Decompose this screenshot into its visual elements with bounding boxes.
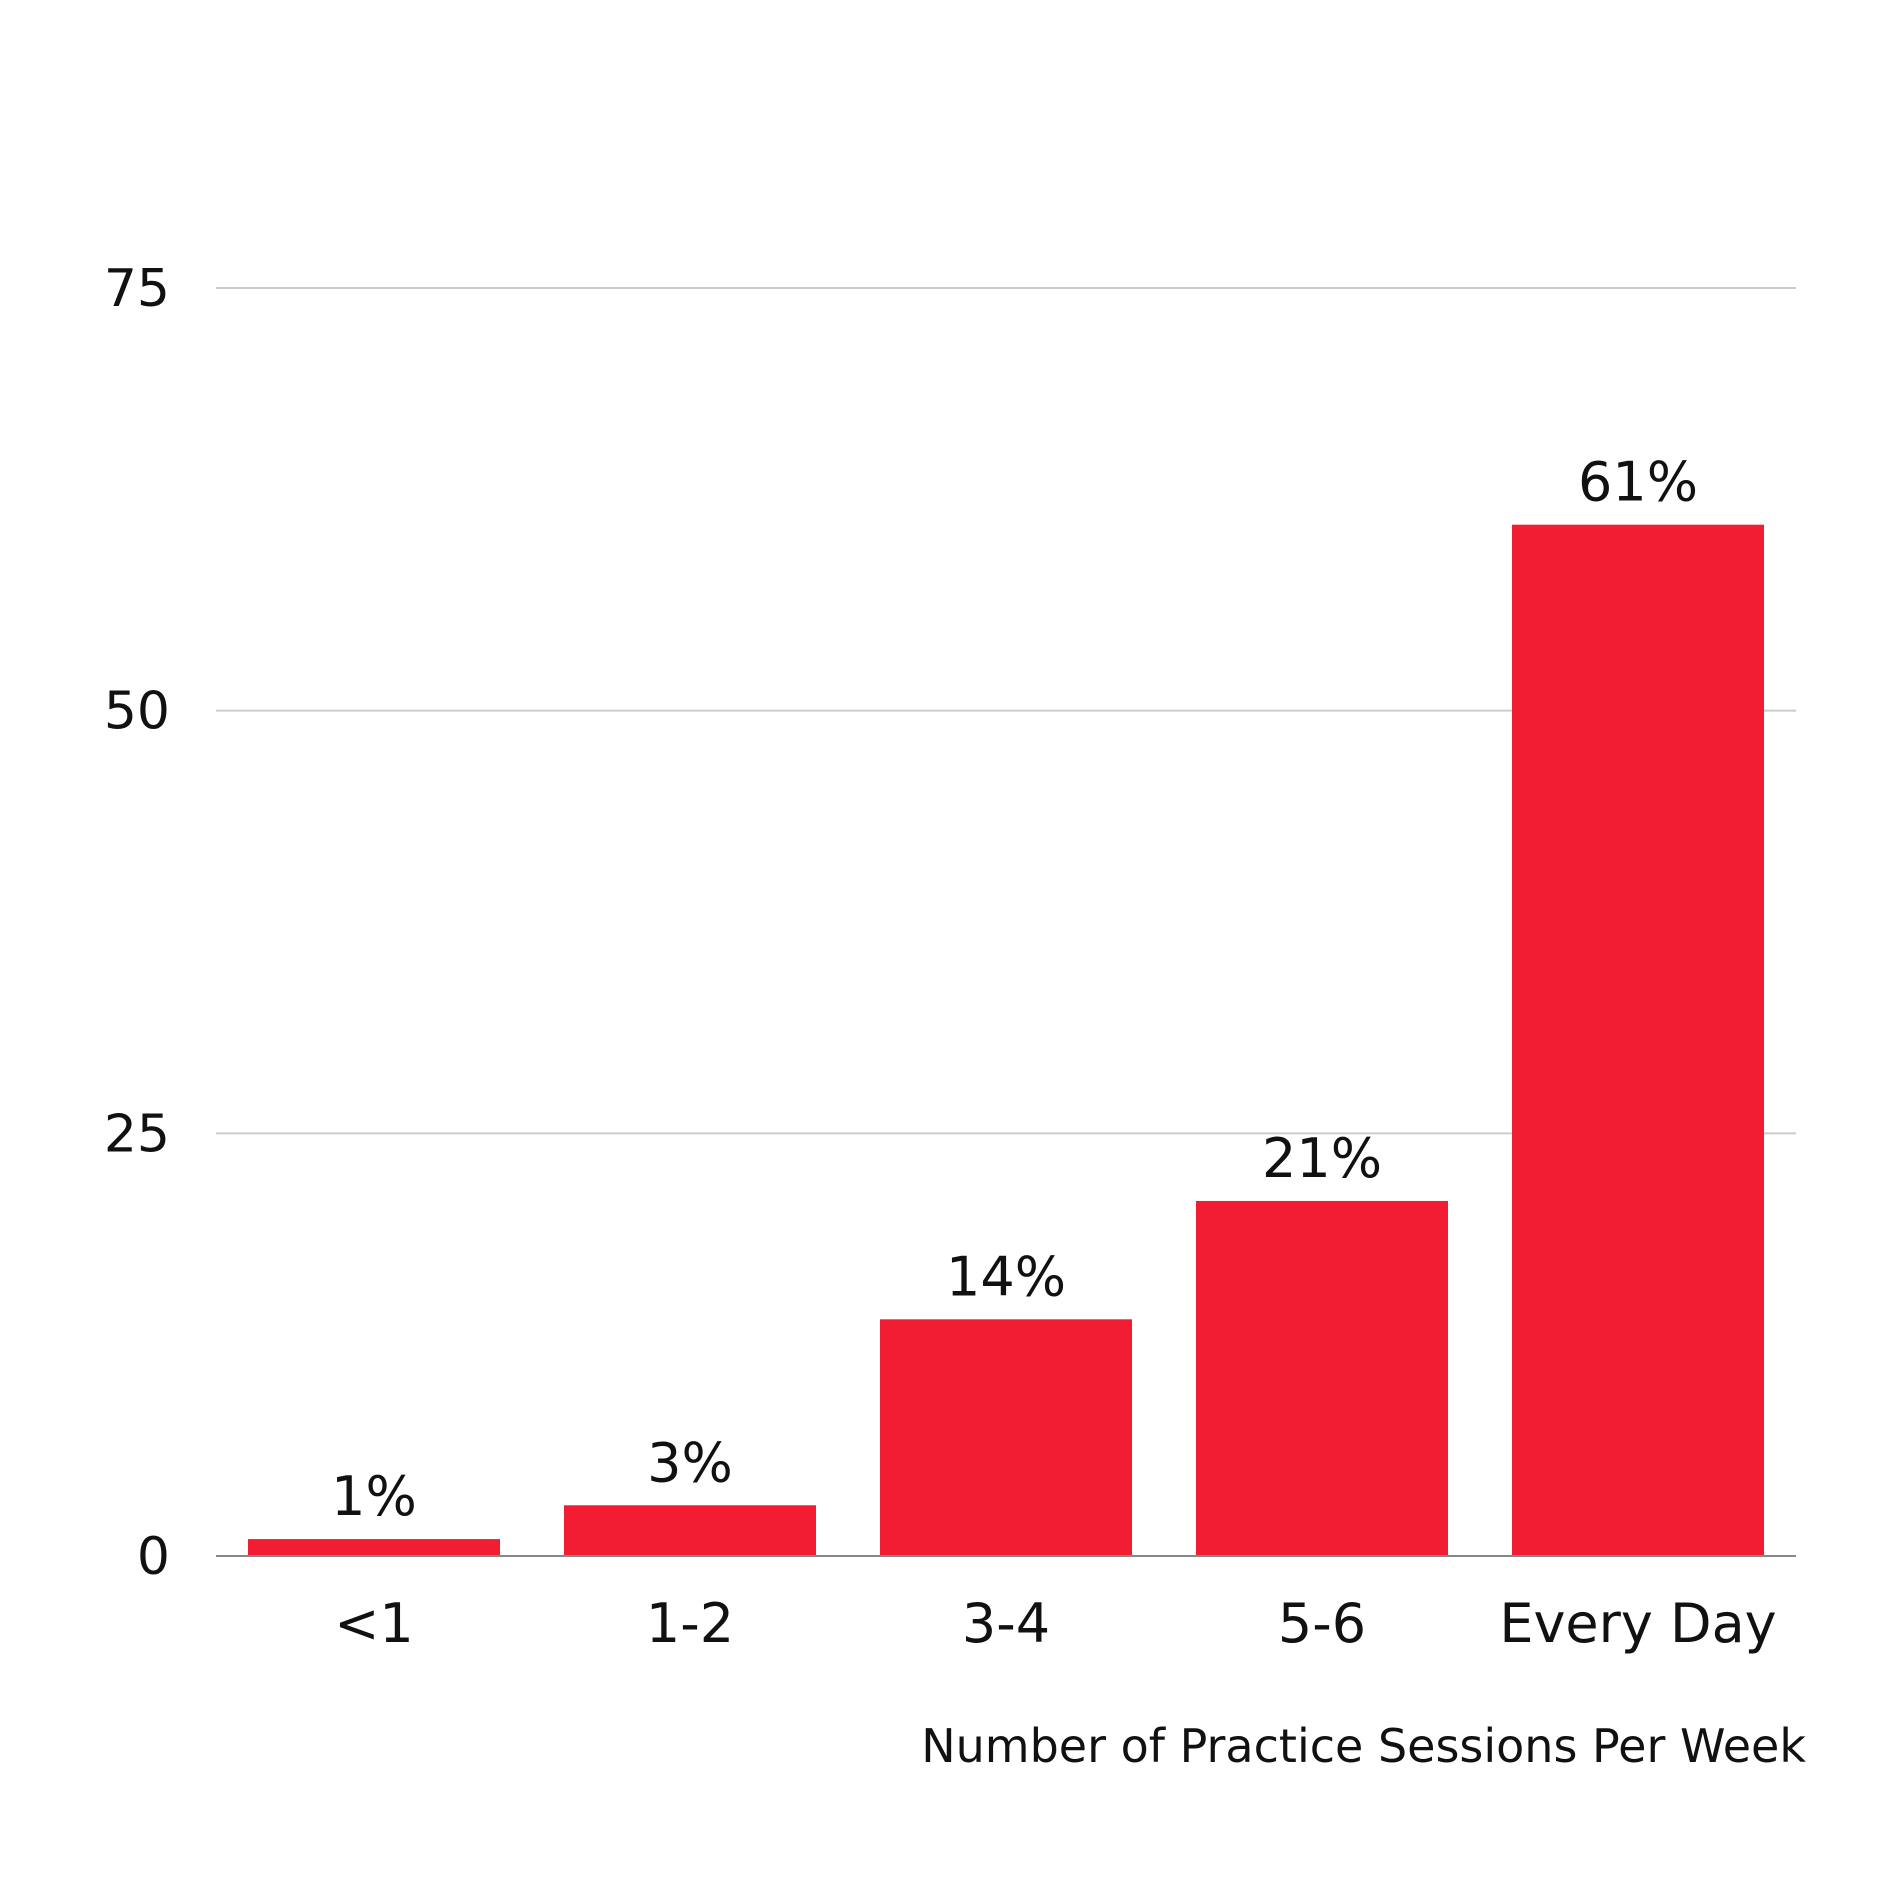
bar [1196, 1200, 1448, 1556]
y-tick-label: 50 [104, 682, 170, 742]
data-label: 21% [1262, 1127, 1382, 1190]
x-category-label: 3-4 [962, 1592, 1050, 1655]
data-label: 14% [946, 1245, 1066, 1308]
bar [1512, 524, 1764, 1556]
y-tick-label: 0 [137, 1527, 170, 1587]
x-category-label: Every Day [1499, 1592, 1776, 1655]
x-category-label: <1 [334, 1592, 414, 1655]
x-axis-title: Number of Practice Sessions Per Week [921, 1719, 1806, 1773]
bar [564, 1505, 816, 1556]
data-labels: 1% 3% 14% 21% 61% [331, 451, 1698, 1528]
bar [880, 1319, 1132, 1556]
x-category-label: 1-2 [646, 1592, 734, 1655]
data-label: 61% [1578, 451, 1698, 514]
x-category-label: 5-6 [1278, 1592, 1366, 1655]
y-tick-label: 75 [104, 259, 170, 319]
x-axis-categories: <1 1-2 3-4 5-6 Every Day [334, 1592, 1776, 1655]
bar [248, 1539, 500, 1556]
data-label: 3% [647, 1431, 733, 1494]
data-label: 1% [331, 1465, 417, 1528]
bars [248, 524, 1764, 1556]
y-axis-ticks: 0 25 50 75 [104, 259, 170, 1587]
y-tick-label: 25 [104, 1104, 170, 1164]
